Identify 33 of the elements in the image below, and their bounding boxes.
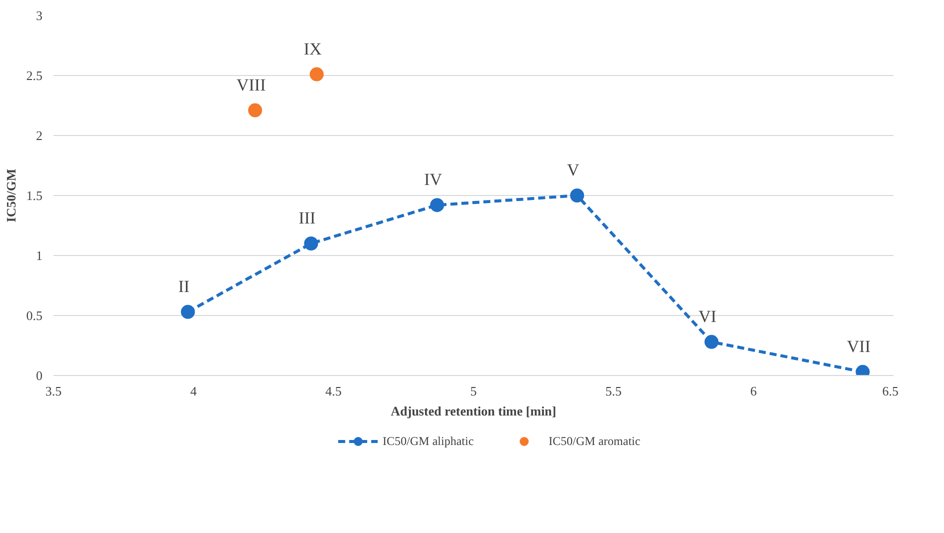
annotation: VI — [698, 306, 717, 326]
y-tick-label: 3 — [36, 8, 42, 23]
x-tick-label: 3.5 — [45, 384, 62, 398]
point — [304, 236, 318, 250]
point — [180, 304, 195, 319]
x-tick-label: 5.5 — [605, 384, 622, 398]
x-tick-label: 4 — [190, 384, 198, 398]
annotation: V — [566, 160, 580, 180]
y-tick-label: 1 — [36, 248, 42, 263]
x-axis-title: Adjusted retention time [min] — [390, 404, 556, 418]
x-tick-label: 5 — [470, 384, 477, 398]
annotation: VIII — [236, 75, 266, 94]
point — [704, 334, 718, 349]
x-tick-label: 6.5 — [882, 384, 898, 398]
point — [310, 67, 324, 82]
y-axis-title: IC50/GM — [3, 168, 18, 222]
annotation: VII — [846, 336, 871, 356]
point — [430, 198, 444, 212]
x-tick-label: 6 — [750, 384, 758, 398]
point — [248, 103, 262, 118]
annotation: IX — [304, 39, 322, 58]
y-tick-label: 2.5 — [26, 68, 42, 83]
y-tick-label: 0.5 — [26, 308, 42, 323]
legend-label: IC50/GM aromatic — [548, 434, 640, 448]
annotation: III — [298, 208, 316, 228]
y-tick-label: 0 — [36, 368, 42, 383]
y-tick-label: 2 — [36, 128, 42, 143]
legend-label: IC50/GM aliphatic — [382, 434, 474, 448]
x-tick-label: 4.5 — [325, 384, 342, 398]
annotation: IV — [424, 170, 443, 190]
point — [570, 188, 584, 202]
y-tick-label: 1.5 — [26, 188, 42, 203]
annotation: II — [178, 276, 190, 296]
